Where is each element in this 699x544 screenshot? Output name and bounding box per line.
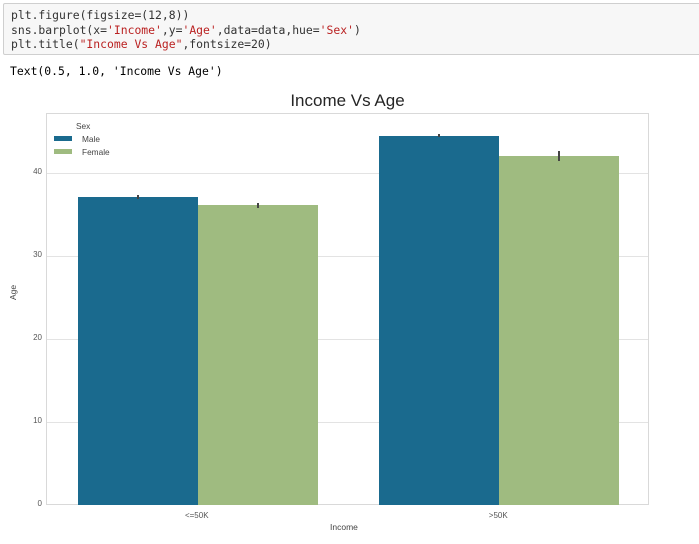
legend-item: Male — [54, 132, 110, 145]
y-tick-label: 40 — [33, 166, 42, 176]
legend-swatch — [54, 136, 72, 141]
y-tick-label: 0 — [37, 499, 42, 508]
error-bar — [558, 151, 561, 162]
legend-item: Female — [54, 145, 110, 158]
y-tick-label: 10 — [33, 415, 42, 425]
gridline — [47, 172, 648, 174]
code-line: plt.figure(figsize=(12,8)) — [11, 8, 190, 22]
gridline — [47, 421, 648, 423]
y-tick-label: 30 — [33, 249, 42, 259]
legend-title: Sex — [76, 121, 91, 131]
bar-female-0 — [197, 205, 318, 505]
bar-male-0 — [77, 197, 198, 505]
legend: Sex Male Female — [54, 121, 110, 158]
x-axis-label: Income — [330, 522, 358, 532]
error-bar — [438, 133, 441, 138]
gridline — [47, 255, 648, 257]
y-axis-label: Age — [8, 284, 18, 300]
y-tick-label: 20 — [33, 332, 42, 342]
code-cell[interactable]: plt.figure(figsize=(12,8)) sns.barplot(x=… — [3, 3, 699, 55]
gridline — [47, 338, 648, 340]
error-bar — [136, 195, 139, 199]
bar-female-1 — [499, 156, 620, 505]
x-tick-label: >50K — [488, 511, 508, 520]
output-text: Text(0.5, 1.0, 'Income Vs Age') — [10, 64, 223, 78]
legend-label: Female — [82, 146, 110, 157]
x-tick-label: <=50K — [184, 511, 209, 520]
legend-swatch — [54, 149, 72, 154]
code-line: plt.title("Income Vs Age",fontsize=20) — [11, 37, 272, 51]
plot-area — [46, 113, 649, 505]
chart-title: Income Vs Age — [290, 91, 405, 110]
bar-male-1 — [379, 135, 500, 505]
code-line: sns.barplot(x='Income',y='Age',data=data… — [11, 22, 361, 37]
legend-label: Male — [82, 133, 100, 144]
error-bar — [256, 202, 259, 208]
